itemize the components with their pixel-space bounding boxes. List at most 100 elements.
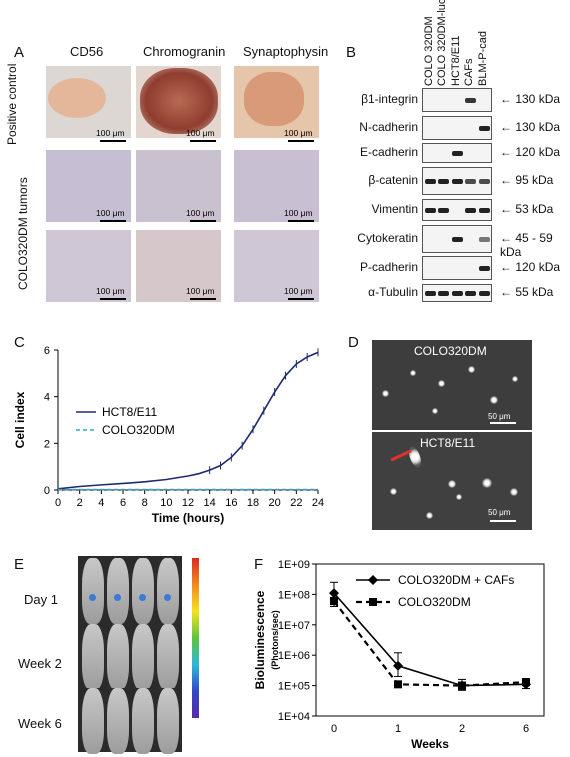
blot-label: E-cadherin [359, 145, 418, 159]
panel-a-letter: A [14, 44, 25, 61]
y-tick-label: 1E+09 [278, 559, 310, 571]
blot-strip [422, 284, 492, 302]
series-line [333, 592, 527, 687]
ihc-image-cd56-tumor [46, 150, 131, 222]
legend-marker [368, 575, 378, 585]
x-tick-label: 0 [331, 723, 337, 735]
scale-bar [100, 220, 126, 222]
blot-label: Vimentin [371, 202, 418, 216]
data-point [330, 597, 338, 606]
lane-label: COLO 320DM-luc [436, 0, 448, 86]
row-label-week6: Week 6 [18, 716, 62, 731]
row-label-positive-control: Positive control [5, 63, 19, 145]
scale-label: 100 μm [284, 128, 313, 138]
scale-label: 100 μm [186, 208, 215, 218]
blot-band [465, 179, 477, 184]
imaging-week2 [78, 624, 182, 690]
blot-band [425, 179, 436, 184]
blot-band [478, 237, 490, 242]
x-axis-label: Time (hours) [152, 511, 224, 525]
ihc-image-synaptophysin-tumor-2 [234, 230, 319, 302]
y-axis-label: Cell index [13, 391, 27, 448]
blot-band [465, 291, 477, 296]
ihc-image-cd56-tumor-2 [46, 230, 131, 302]
ihc-image-chromogranin-tumor-2 [136, 230, 221, 302]
panel-c-letter: C [14, 334, 25, 351]
x-tick-label: 0 [55, 497, 61, 509]
series-line [333, 600, 527, 687]
x-tick-label: 6 [120, 497, 126, 509]
x-axis-label: Weeks [411, 737, 449, 751]
panel-e-letter: E [14, 556, 25, 573]
legend-label: COLO320DM [398, 595, 471, 609]
series-line [57, 351, 319, 490]
y-axis-unit: (Photons/sec) [270, 610, 280, 670]
y-tick-label: 4 [44, 392, 50, 404]
scale-label: 100 μm [284, 208, 313, 218]
blot-strip [422, 225, 492, 253]
blot-kda: ← 53 kDa [500, 202, 554, 216]
x-tick-label: 10 [160, 497, 172, 509]
ihc-image-synaptophysin-tumor [234, 150, 319, 222]
ihc-image-cd56-control [46, 66, 131, 138]
scale-bar [100, 140, 126, 142]
data-point [522, 678, 530, 687]
scale-bar [100, 298, 126, 300]
imaging-week6 [78, 688, 182, 754]
blot-kda: ← 95 kDa [500, 173, 554, 187]
x-tick-label: 6 [523, 723, 529, 735]
scale-bar [490, 422, 516, 424]
blot-label: N-cadherin [359, 120, 418, 134]
imaging-day1 [78, 556, 182, 624]
y-tick-label: 2 [44, 438, 50, 450]
blot-kda: ← 120 kDa [500, 145, 561, 159]
legend-label: COLO320DM + CAFs [398, 573, 514, 587]
y-axis-label: Bioluminescence [253, 590, 267, 689]
data-point [458, 681, 466, 690]
signal-spot [164, 594, 171, 601]
x-tick-label: 14 [204, 497, 216, 509]
blot-strip [422, 116, 492, 140]
legend-label: COLO320DM [102, 423, 175, 437]
x-tick-label: 4 [98, 497, 104, 509]
y-tick-label: 1E+08 [278, 589, 310, 601]
row-label-week2: Week 2 [18, 656, 62, 671]
x-tick-label: 2 [459, 723, 465, 735]
blot-kda: ← 130 kDa [500, 120, 561, 134]
micrograph-label-colo320dm: COLO320DM [414, 344, 487, 358]
blot-band [478, 291, 490, 296]
blot-label: Cytokeratin [357, 231, 418, 245]
blot-band [425, 208, 436, 213]
blot-label: P-cadherin [359, 260, 418, 274]
plot-frame [315, 563, 545, 717]
blot-strip [422, 167, 492, 195]
scale-label: 100 μm [96, 286, 125, 296]
ihc-image-chromogranin-control [136, 66, 221, 138]
y-tick-label: 1E+06 [278, 650, 310, 662]
signal-spot [139, 594, 146, 601]
blot-kda: ← 130 kDa [500, 92, 561, 106]
x-tick-label: 22 [290, 497, 302, 509]
lane-label: BLM-P-cad [477, 30, 489, 86]
legend-marker [369, 598, 377, 606]
col-label-synaptophysin: Synaptophysin [243, 44, 329, 59]
blot-band [438, 291, 450, 296]
scale-bar [190, 220, 216, 222]
x-tick-label: 20 [269, 497, 281, 509]
y-tick-label: 1E+05 [278, 681, 310, 693]
lane-label: HCT8/E11 [450, 35, 462, 86]
scale-label: 100 μm [284, 286, 313, 296]
signal-spot [89, 594, 96, 601]
blot-band [478, 179, 490, 184]
bioluminescence-chart: 1E+04 1E+05 1E+06 1E+07 1E+08 1E+09 0 1 2 6 Weeks B… [253, 559, 545, 751]
x-tick-label: 1 [395, 723, 401, 735]
lane-label: CAFs [463, 58, 475, 87]
blot-band [451, 237, 463, 242]
scale-bar [190, 298, 216, 300]
blot-strip [422, 143, 492, 163]
scale-bar [288, 298, 314, 300]
blot-strip [422, 88, 492, 112]
lane-label: COLO 320DM [423, 16, 435, 86]
blot-band [451, 291, 463, 296]
